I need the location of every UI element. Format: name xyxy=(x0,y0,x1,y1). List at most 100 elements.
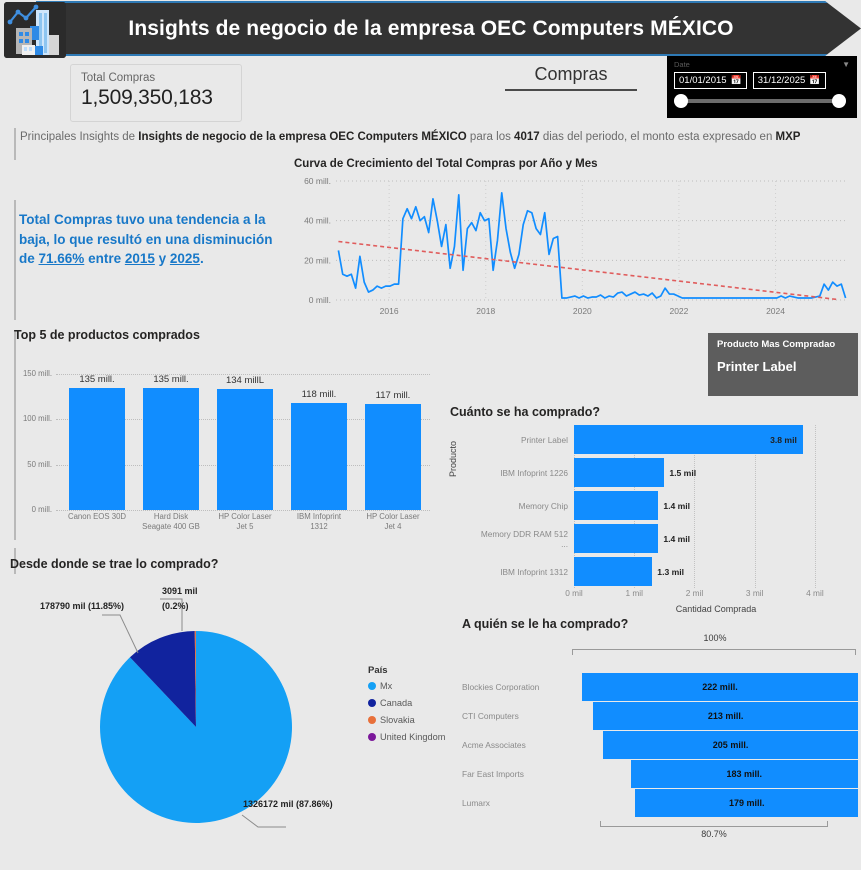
svg-text:2020: 2020 xyxy=(573,306,592,316)
pie-legend-swatch xyxy=(368,716,376,724)
pie-legend-swatch xyxy=(368,682,376,690)
quantity-purchased-chart[interactable]: Cuánto se ha comprado? Producto Printer … xyxy=(448,405,858,615)
insight-year-end[interactable]: 2025 xyxy=(169,251,200,267)
top5-category-label: HP Color Laser Jet 4 xyxy=(366,512,420,531)
supplier-bar-area: 183 mill. xyxy=(570,760,858,788)
supplier-bar[interactable]: 179 mill. xyxy=(635,789,858,817)
calendar-icon[interactable]: 📅 xyxy=(809,75,821,85)
pie-legend-label: Mx xyxy=(380,681,393,691)
qty-bar[interactable] xyxy=(574,557,653,586)
chevron-down-icon[interactable]: ▼ xyxy=(842,59,850,69)
supplier-name-label: CTI Computers xyxy=(462,711,519,721)
pie-legend-label: Slovakia xyxy=(380,715,415,725)
qty-bar[interactable] xyxy=(574,458,665,487)
qty-title: Cuánto se ha comprado? xyxy=(450,405,601,419)
top5-bar-group[interactable]: 135 mill. xyxy=(143,374,199,510)
supplier-bar[interactable]: 213 mill. xyxy=(593,702,858,730)
top5-products-chart[interactable]: Top 5 de productos comprados 0 mill. 50 m… xyxy=(14,328,434,546)
supplier-funnel-chart[interactable]: A quién se le ha comprado? 100% Blockies… xyxy=(462,617,858,862)
qty-row[interactable]: IBM Infoprint 1226 1.5 mil xyxy=(472,458,858,487)
qty-value-label: 1.4 mil xyxy=(663,533,691,544)
qty-gridline xyxy=(754,425,756,588)
insight-percent[interactable]: 71.66% xyxy=(38,251,85,267)
range-handle-end[interactable] xyxy=(832,94,846,108)
qty-value-label: 3.8 mil xyxy=(770,434,797,445)
pie-title: Desde donde se trae lo comprado? xyxy=(10,557,219,571)
kpi-label: Total Compras xyxy=(81,72,156,84)
supplier-bottom-bracket xyxy=(600,821,828,827)
insight-part4: . xyxy=(199,251,204,267)
supplier-bar-area: 213 mill. xyxy=(570,702,858,730)
top5-bar-group[interactable]: 134 millL xyxy=(217,374,273,510)
end-date-field[interactable]: 31/12/2025 📅 xyxy=(752,72,826,89)
qty-row[interactable]: Memory DDR RAM 512 ... 1.4 mil xyxy=(472,524,858,553)
qty-bar-area: 1.4 mil xyxy=(574,524,858,553)
qty-xticks: 0 mil 1 mil 2 mil 3 mil 4 mil xyxy=(565,588,858,600)
pie-label-canada: 178790 mil (11.85%) xyxy=(40,601,125,611)
qty-bar-area: 1.3 mil xyxy=(574,557,858,586)
qty-xtick-label: 0 mil xyxy=(565,588,583,598)
calendar-icon[interactable]: 📅 xyxy=(730,75,742,85)
supplier-value-label: 222 mill. xyxy=(702,682,738,692)
growth-line-chart[interactable]: Curva de Crecimiento del Total Compras p… xyxy=(294,158,854,318)
date-range-slicer[interactable]: Date ▼ 01/01/2015 📅 31/12/2025 📅 xyxy=(667,56,857,118)
top5-bar[interactable] xyxy=(291,403,347,510)
slicer-inputs: 01/01/2015 📅 31/12/2025 📅 xyxy=(674,72,850,89)
supplier-bar[interactable]: 183 mill. xyxy=(630,760,858,788)
end-date-value: 31/12/2025 xyxy=(757,75,806,86)
top5-category-label: Hard Disk Seagate 400 GB xyxy=(142,512,200,531)
supplier-bar[interactable]: 222 mill. xyxy=(582,673,858,701)
pie-legend-swatch xyxy=(368,733,376,741)
pie-legend-items: Mx Canada Slovakia United Kingdom xyxy=(368,681,445,742)
supplier-row[interactable]: CTI Computers 213 mill. xyxy=(462,702,858,730)
supplier-name-label: Acme Associates xyxy=(462,740,526,750)
pie-slice[interactable] xyxy=(100,631,292,823)
svg-text:60 mill.: 60 mill. xyxy=(304,176,331,186)
top5-bar-group[interactable]: 117 mill. xyxy=(365,374,421,510)
range-handle-start[interactable] xyxy=(674,94,688,108)
qty-row[interactable]: Printer Label 3.8 mil xyxy=(472,425,858,454)
pie-slice[interactable] xyxy=(194,631,196,727)
qty-row[interactable]: IBM Infoprint 1312 1.3 mil xyxy=(472,557,858,586)
pie-legend-item[interactable]: Mx xyxy=(368,681,445,691)
start-date-field[interactable]: 01/01/2015 📅 xyxy=(674,72,747,89)
qty-row[interactable]: Memory Chip 1.4 mil xyxy=(472,491,858,520)
top5-bar-group[interactable]: 118 mill. xyxy=(291,374,347,510)
supplier-value-label: 205 mill. xyxy=(712,740,749,750)
top5-bar[interactable] xyxy=(143,387,199,510)
supplier-bar[interactable]: 205 mill. xyxy=(603,731,858,759)
origin-pie-chart[interactable]: Desde donde se trae lo comprado? 178790 … xyxy=(10,557,450,857)
top5-bar[interactable] xyxy=(217,388,273,510)
supplier-row[interactable]: Acme Associates 205 mill. xyxy=(462,731,858,759)
building-analytics-icon xyxy=(4,2,66,58)
top5-bars: 135 mill. 135 mill. 134 millL 118 mill. 117 … xyxy=(60,374,430,510)
svg-text:20 mill.: 20 mill. xyxy=(304,255,331,265)
qty-bar[interactable]: 3.8 mil xyxy=(574,425,803,454)
most-purchased-product-card[interactable]: Producto Mas Compradao Printer Label xyxy=(708,333,858,396)
pie-legend-item[interactable]: Slovakia xyxy=(368,715,445,725)
kpi-value: 1,509,350,183 xyxy=(81,86,213,109)
pie-legend-item[interactable]: United Kingdom xyxy=(368,732,445,742)
supplier-row[interactable]: Lumarx 179 mill. xyxy=(462,789,858,817)
insight-year-start[interactable]: 2015 xyxy=(124,251,155,267)
top5-category-label: HP Color Laser Jet 5 xyxy=(218,512,272,531)
qty-bar[interactable] xyxy=(574,524,659,553)
top5-bar-group[interactable]: 135 mill. xyxy=(69,374,125,510)
pie-legend-item[interactable]: Canada xyxy=(368,698,445,708)
top5-bar[interactable] xyxy=(365,403,421,510)
svg-text:2022: 2022 xyxy=(669,306,688,316)
pie-legend-label: United Kingdom xyxy=(380,732,446,742)
supplier-value-label: 183 mill. xyxy=(726,769,763,779)
qty-bar[interactable] xyxy=(574,491,659,520)
narrative-days: 4017 xyxy=(514,131,540,143)
narrative-currency: MXP xyxy=(775,131,801,143)
supplier-row[interactable]: Far East Imports 183 mill. xyxy=(462,760,858,788)
top5-category-label: IBM Infoprint 1312 xyxy=(296,512,342,531)
pie-slice[interactable] xyxy=(129,631,196,727)
insight-statement: Total Compras tuvo una tendencia a la ba… xyxy=(19,210,289,269)
total-compras-card[interactable]: Total Compras 1,509,350,183 xyxy=(70,64,242,122)
date-range-track[interactable] xyxy=(674,94,846,108)
top5-bar[interactable] xyxy=(69,387,125,510)
narrative-summary: Principales Insights de Insights de nego… xyxy=(20,130,850,145)
supplier-row[interactable]: Blockies Corporation 222 mill. xyxy=(462,673,858,701)
